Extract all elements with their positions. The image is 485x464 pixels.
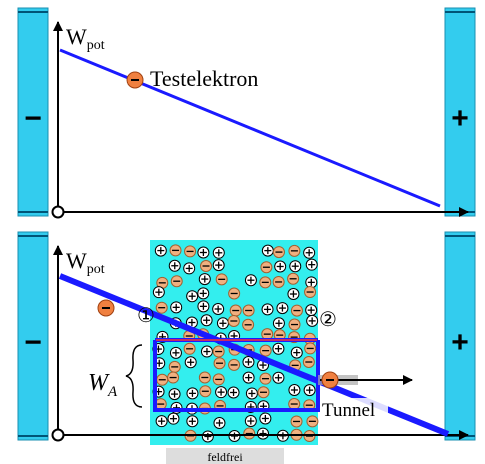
label-bg [320, 398, 388, 422]
right-plate [444, 231, 476, 441]
bottom-panel: − + Wpot ① ② WA Tunnel feldfrei [17, 231, 476, 464]
y-axis-label: Wpot [66, 24, 105, 53]
label-sub: A [107, 384, 118, 400]
left-plate-sign: − [24, 326, 42, 359]
left-plate [17, 7, 49, 217]
label-main: W [66, 248, 87, 273]
tunnel-label: Tunnel [322, 400, 375, 421]
label-main: W [66, 24, 87, 49]
right-plate-sign: + [451, 326, 469, 359]
right-plate-sign: + [451, 102, 469, 135]
region-label: feldfrei [207, 450, 243, 464]
marker-1: ① [137, 305, 155, 327]
potential-line [59, 48, 441, 208]
left-plate [17, 231, 49, 441]
origin [51, 428, 65, 442]
electron-label: Testelektron [150, 66, 258, 91]
brace [125, 344, 143, 408]
label-main: W [88, 370, 110, 396]
left-plate-sign: − [24, 102, 42, 135]
label-sub: pot [87, 262, 105, 277]
top-panel: − + Wpot Testelektron [17, 7, 476, 219]
marker-2: ② [319, 309, 337, 331]
label-sub: pot [87, 38, 105, 53]
right-plate [444, 7, 476, 217]
region-box [166, 448, 284, 464]
y-axis-label: Wpot [66, 248, 105, 277]
work-label: WA [88, 370, 118, 400]
origin [51, 205, 65, 219]
